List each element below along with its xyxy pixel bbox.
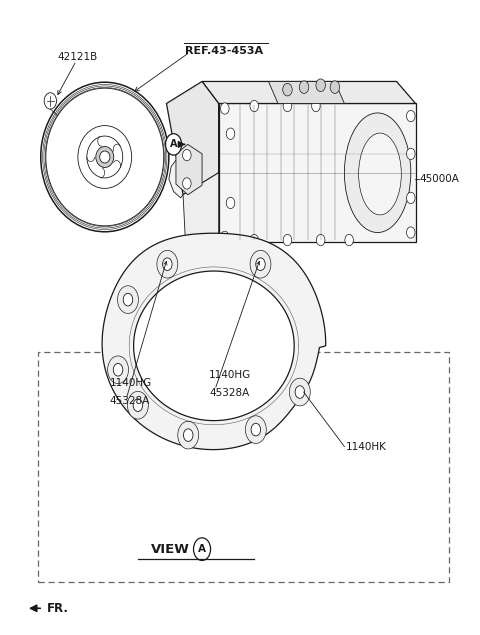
Ellipse shape [344, 113, 411, 232]
Text: VIEW: VIEW [151, 543, 190, 556]
Circle shape [123, 293, 132, 306]
Circle shape [118, 286, 138, 314]
Polygon shape [167, 81, 219, 195]
Circle shape [251, 424, 261, 436]
Circle shape [220, 103, 229, 114]
Circle shape [330, 81, 340, 93]
Circle shape [128, 391, 148, 419]
Text: 1140HK: 1140HK [345, 441, 386, 451]
Circle shape [250, 234, 259, 246]
Text: FR.: FR. [47, 602, 69, 615]
Text: 42121B: 42121B [57, 52, 97, 62]
Polygon shape [102, 233, 326, 450]
Polygon shape [219, 104, 416, 242]
Text: 1140HG: 1140HG [209, 370, 252, 380]
Circle shape [256, 258, 265, 271]
Circle shape [163, 258, 172, 271]
Circle shape [289, 378, 310, 406]
Text: 45328A: 45328A [109, 396, 150, 406]
Circle shape [108, 356, 129, 384]
Circle shape [166, 134, 181, 155]
Circle shape [295, 385, 305, 398]
Ellipse shape [96, 147, 114, 168]
Text: 1140HG: 1140HG [109, 378, 152, 388]
Circle shape [182, 178, 191, 189]
Circle shape [407, 110, 415, 122]
Polygon shape [183, 173, 219, 242]
Polygon shape [268, 81, 344, 104]
Text: 45328A: 45328A [209, 388, 250, 398]
Circle shape [316, 234, 325, 246]
Circle shape [113, 363, 123, 376]
Circle shape [44, 93, 57, 109]
Polygon shape [133, 271, 294, 420]
Circle shape [300, 81, 309, 93]
Ellipse shape [100, 151, 110, 163]
Circle shape [245, 416, 266, 443]
Circle shape [283, 234, 292, 246]
Circle shape [407, 192, 415, 204]
Circle shape [226, 128, 235, 139]
Polygon shape [169, 157, 192, 198]
Polygon shape [202, 81, 416, 104]
Polygon shape [176, 144, 202, 195]
Circle shape [220, 231, 229, 243]
Circle shape [226, 197, 235, 209]
Circle shape [312, 100, 320, 112]
Circle shape [250, 100, 259, 112]
Circle shape [250, 250, 271, 278]
Bar [38, 352, 449, 582]
Circle shape [193, 538, 211, 561]
Ellipse shape [359, 133, 401, 215]
Circle shape [407, 227, 415, 238]
Text: 45000A: 45000A [420, 174, 459, 184]
Text: REF.43-453A: REF.43-453A [185, 46, 264, 56]
Circle shape [283, 83, 292, 96]
Circle shape [316, 79, 325, 91]
Circle shape [183, 429, 193, 441]
Circle shape [178, 421, 199, 449]
Circle shape [283, 100, 292, 112]
Text: A: A [170, 140, 177, 149]
Circle shape [157, 250, 178, 278]
Circle shape [345, 234, 353, 246]
Circle shape [407, 148, 415, 159]
Text: A: A [198, 544, 206, 554]
Circle shape [133, 399, 143, 411]
Circle shape [182, 149, 191, 161]
